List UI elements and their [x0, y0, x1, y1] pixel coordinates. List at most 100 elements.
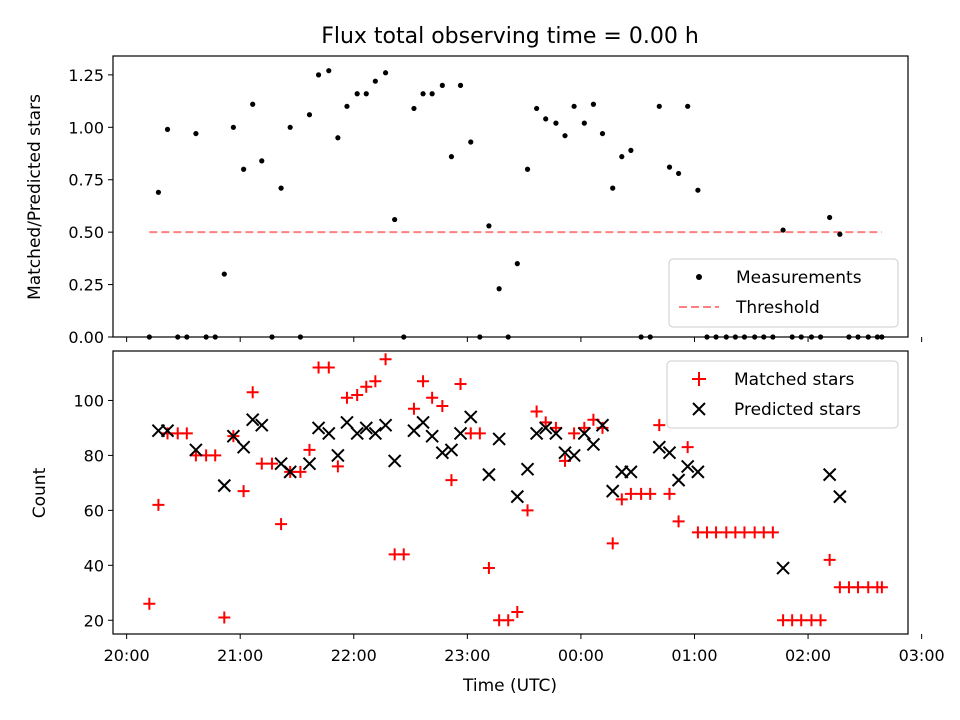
matched-star-point	[303, 443, 316, 456]
top-y-tick-label: 0.75	[68, 171, 104, 190]
predicted-star-point	[322, 426, 336, 441]
measurement-point	[335, 135, 341, 141]
matched-star-point	[331, 460, 344, 473]
measurement-point	[241, 166, 247, 172]
measurement-point	[155, 189, 162, 195]
matched-star-point	[644, 487, 657, 500]
measurement-point	[354, 91, 360, 97]
matched-star-point	[473, 427, 486, 440]
predicted-star-point	[464, 410, 478, 424]
x-tick-label: 23:00	[444, 646, 490, 665]
measurement-point	[666, 164, 673, 170]
measurement-point	[553, 120, 559, 126]
predicted-star-point	[833, 489, 847, 504]
predicted-star-point	[567, 448, 581, 463]
measurement-point	[372, 78, 378, 84]
measurement-point	[514, 261, 520, 267]
predicted-star-point	[549, 426, 563, 441]
matched-star-point	[738, 526, 751, 539]
measurement-point	[164, 126, 171, 132]
measurement-point	[287, 124, 293, 130]
bottom-x-axis: 20:00 21:00 22:00 23:00 00:00 01:00 02:00 03:00	[104, 634, 945, 665]
top-axes-frame	[112, 55, 909, 338]
predicted-star-point	[255, 418, 269, 432]
matched-star-point	[502, 614, 515, 627]
bottom-axes-frame	[112, 350, 909, 635]
x-tick-label: 00:00	[558, 646, 604, 665]
legend-predicted-label: Predicted stars	[734, 400, 861, 420]
predicted-star-point	[776, 561, 790, 575]
x-tick-label: 20:00	[104, 646, 150, 665]
measurement-point	[259, 158, 265, 164]
x-tick-label: 02:00	[785, 646, 831, 665]
top-x-ticks	[126, 337, 923, 342]
predicted-star-point	[435, 445, 450, 460]
predicted-star-point	[217, 478, 232, 493]
predicted-star-point	[482, 467, 496, 482]
measurement-point	[695, 187, 701, 193]
matched-star-point	[218, 611, 231, 624]
predicted-star-point	[160, 423, 175, 438]
predicted-star-point	[822, 467, 837, 482]
matched-star-point	[681, 441, 694, 454]
matched-star-point	[255, 457, 268, 470]
top-y-tick-label: 1.25	[68, 66, 104, 85]
x-tick-label: 03:00	[899, 646, 945, 665]
predicted-star-point	[662, 445, 677, 460]
bottom-panel: 20 40 60 80 100 20:00 21:00 22:00 23:00 00:00 01:…	[30, 350, 945, 696]
legend-measurements-marker	[696, 274, 702, 280]
measurement-point	[656, 103, 662, 109]
measurement-point	[420, 91, 426, 97]
predicted-star-point	[302, 456, 317, 471]
measurement-point	[448, 154, 455, 160]
predicted-star-point	[453, 426, 468, 441]
matched-star-point	[360, 380, 373, 393]
measurement-point	[429, 91, 435, 97]
measurement-point	[827, 214, 833, 221]
bottom-y-tick-label: 80	[84, 446, 104, 465]
measurement-point	[457, 82, 464, 88]
matched-star-point	[530, 405, 543, 418]
predicted-star-point	[520, 462, 535, 476]
predicted-star-point	[529, 426, 544, 441]
bottom-y-tick-label: 20	[84, 611, 104, 630]
measurement-point	[278, 185, 284, 191]
predicted-star-point	[283, 465, 297, 479]
measurement-point	[685, 103, 691, 109]
bottom-y-axis-label: Count	[30, 467, 50, 518]
measurement-point	[193, 130, 199, 137]
measurement-point	[326, 68, 332, 74]
measurement-point	[628, 147, 634, 153]
matched-star-point	[237, 485, 250, 498]
matched-star-point	[615, 493, 628, 506]
measurement-point	[675, 170, 682, 177]
measurement-point	[411, 105, 417, 112]
matched-star-point	[266, 457, 278, 470]
predicted-star-point	[671, 473, 686, 487]
x-tick-label: 01:00	[671, 646, 717, 665]
predicted-star-point	[558, 445, 572, 460]
matched-star-point	[875, 581, 888, 594]
measurement-point	[496, 286, 502, 292]
matched-star-point	[275, 518, 288, 531]
predicted-star-point	[624, 465, 638, 479]
predicted-star-point	[378, 418, 393, 432]
matched-star-point	[823, 553, 836, 566]
predicted-star-point	[538, 421, 553, 435]
matched-star-point	[482, 562, 495, 575]
measurement-point	[306, 112, 313, 118]
bottom-plot-area	[143, 353, 888, 627]
predicted-star-point	[586, 437, 601, 452]
matched-star-point	[606, 537, 619, 550]
measurement-point	[562, 133, 568, 139]
legend-threshold-label: Threshold	[735, 298, 820, 318]
measurement-point	[486, 223, 492, 229]
matched-star-point	[445, 474, 458, 487]
measurement-point	[315, 72, 322, 78]
legend-matched-marker	[692, 372, 706, 386]
predicted-star-point	[226, 429, 241, 443]
top-y-tick-label: 0.25	[68, 276, 104, 295]
measurement-point	[439, 82, 445, 88]
chart-title: Flux total observing time = 0.00 h	[321, 24, 699, 49]
